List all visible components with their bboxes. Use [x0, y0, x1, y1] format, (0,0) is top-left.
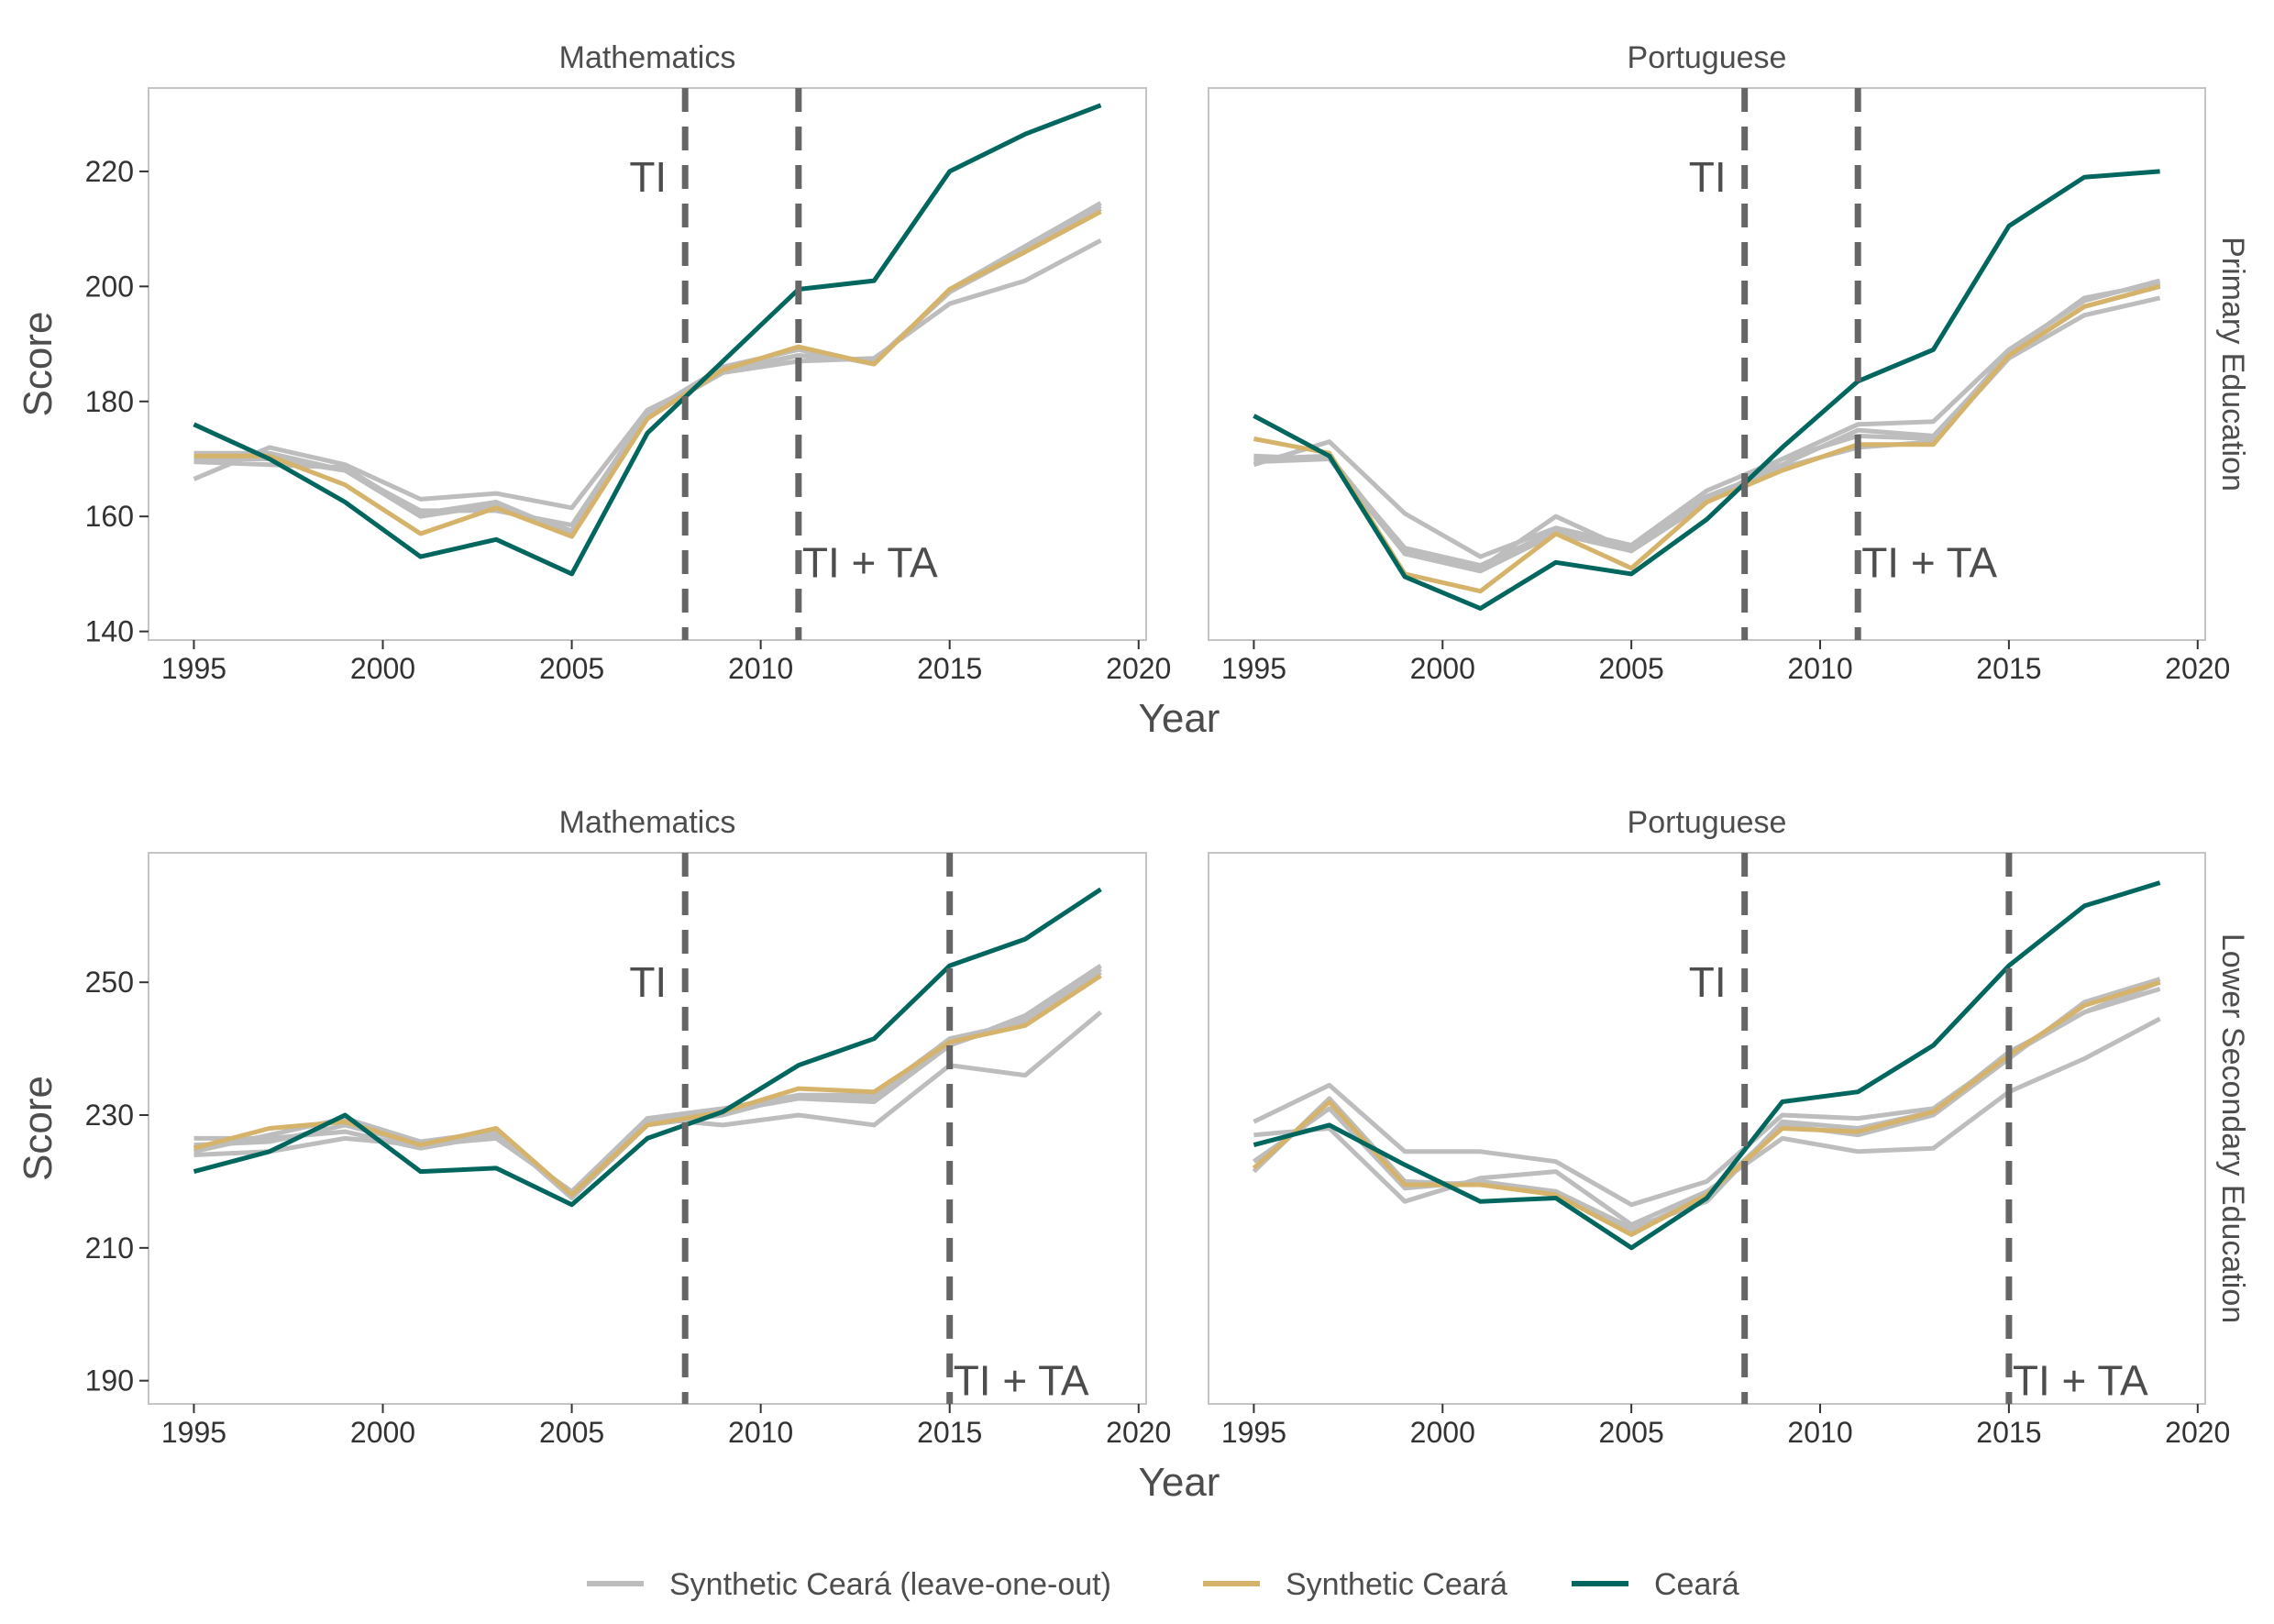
x-tick-label: 2020 [2165, 652, 2230, 685]
x-tick-label: 2000 [350, 652, 415, 685]
y-tick-label: 200 [85, 270, 134, 303]
vline-label: TI [1689, 958, 1727, 1006]
x-tick-label: 2020 [2165, 1416, 2230, 1449]
series-line-ceara [193, 887, 1102, 1208]
panel-strip-label: Mathematics [559, 805, 736, 840]
x-tick-label: 2010 [728, 652, 793, 685]
legend: Synthetic Ceará (leave-one-out) Synthetic… [587, 1567, 1739, 1602]
y-tick-label: 230 [85, 1099, 134, 1132]
x-tick-label: 1995 [161, 652, 226, 685]
panel-strip-label: Portuguese [1628, 40, 1787, 75]
x-tick-label: 1995 [1221, 1416, 1286, 1449]
x-tick-label: 2015 [1976, 1416, 2041, 1449]
vline-label: TI [1689, 153, 1727, 201]
legend-label: Synthetic Ceará [1286, 1567, 1507, 1602]
series-line-leave-one-out [1253, 283, 2161, 571]
x-tick-label: 2000 [1410, 652, 1475, 685]
panel-0-1: Portuguese 1995 2000 2005 2010 2015 2020 TI TI +… [1208, 40, 2230, 685]
panel-strip-label: Portuguese [1628, 805, 1787, 840]
y-tick-label: 180 [85, 385, 134, 418]
x-tick-label: 2015 [917, 652, 982, 685]
x-tick-label: 2005 [539, 652, 604, 685]
x-tick-label: 2010 [728, 1416, 793, 1449]
series-line-ceara [1253, 880, 2161, 1251]
x-tick-label: 2005 [539, 1416, 604, 1449]
panel-1-1: Portuguese 1995 2000 2005 2010 2015 2020 TI TI +… [1208, 805, 2230, 1449]
panel-0-0: Mathematics 1995 2000 2005 2010 2015 2020 140 16… [85, 40, 1172, 685]
series-line-ceara [1253, 169, 2160, 611]
y-axis-title: Score [16, 312, 61, 417]
vline-label: TI + TA [802, 538, 938, 586]
series-line-leave-one-out [193, 238, 1102, 511]
series-line-leave-one-out [193, 204, 1102, 536]
row-strip-label: Lower Secondary Education [2215, 934, 2250, 1323]
panel-strip-label: Mathematics [559, 40, 736, 75]
x-tick-label: 2010 [1787, 652, 1852, 685]
y-tick-label: 140 [85, 615, 134, 648]
panel-border [1208, 87, 2206, 641]
vline-label: TI [629, 153, 667, 201]
y-axis-title: Score [16, 1076, 61, 1181]
panel-1-0: Mathematics 1995 2000 2005 2010 2015 2020 190 21… [85, 805, 1172, 1449]
y-tick-label: 210 [85, 1232, 134, 1265]
y-tick-label: 190 [85, 1364, 134, 1398]
series-line-leave-one-out [193, 206, 1102, 534]
series-line-leave-one-out [193, 970, 1102, 1200]
series-line-synthetic-ceara [193, 209, 1102, 539]
legend-label: Ceará [1654, 1567, 1739, 1602]
x-tick-label: 2000 [350, 1416, 415, 1449]
series-line-ceara [193, 103, 1102, 577]
x-tick-label: 2000 [1410, 1416, 1475, 1449]
x-tick-label: 2015 [917, 1416, 982, 1449]
series-line-synthetic-ceara [1253, 283, 2161, 594]
vline-label: TI + TA [954, 1357, 1089, 1405]
x-axis-title: Year [1139, 1460, 1220, 1505]
vline-label: TI + TA [2013, 1357, 2148, 1405]
x-tick-label: 1995 [161, 1416, 226, 1449]
y-tick-label: 250 [85, 966, 134, 999]
x-tick-label: 2020 [1106, 1416, 1171, 1449]
x-tick-label: 1995 [1221, 652, 1286, 685]
series-line-synthetic-ceara [193, 973, 1102, 1198]
panel-border [148, 87, 1147, 641]
x-axis-title: Year [1139, 696, 1220, 741]
y-tick-label: 160 [85, 500, 134, 533]
row-strip-label: Primary Education [2215, 237, 2250, 492]
panel-border [148, 852, 1147, 1405]
vline-label: TI + TA [1861, 538, 1997, 586]
series-line-leave-one-out [1253, 278, 2161, 559]
x-tick-label: 2015 [1976, 652, 2041, 685]
x-tick-label: 2005 [1599, 652, 1664, 685]
x-tick-label: 2020 [1106, 652, 1171, 685]
x-tick-label: 2010 [1787, 1416, 1852, 1449]
legend-label: Synthetic Ceará (leave-one-out) [669, 1567, 1111, 1602]
y-tick-label: 220 [85, 155, 134, 188]
panel-border [1208, 852, 2206, 1405]
vline-label: TI [629, 958, 667, 1006]
x-tick-label: 2005 [1599, 1416, 1664, 1449]
